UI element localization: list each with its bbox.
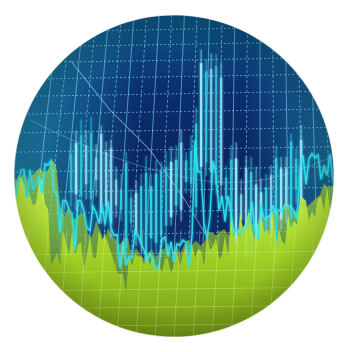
foreground-grid-line [2,230,10,352]
foreground-grid-line [324,229,334,337]
foreground-grid-line [344,230,349,352]
grid-vertical-line [335,0,349,352]
foreground-grid-line [0,341,349,345]
foreground-grid-line [20,229,30,337]
